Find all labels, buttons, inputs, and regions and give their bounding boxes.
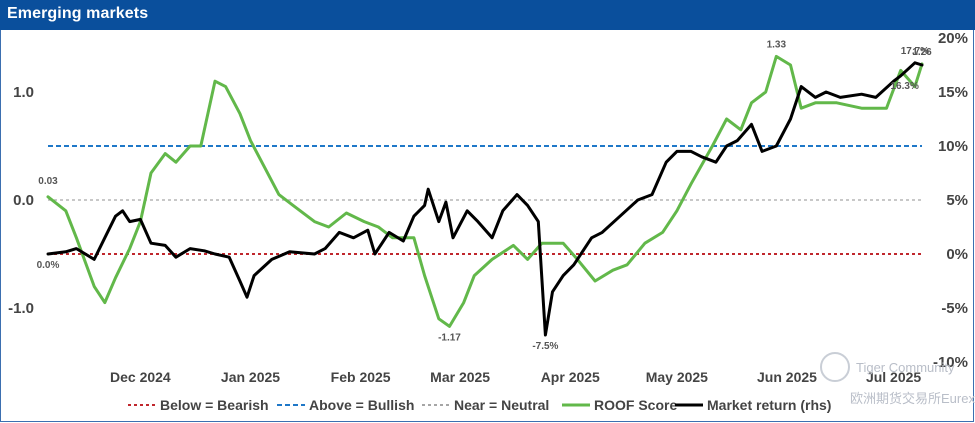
- legend-label: Below = Bearish: [160, 397, 269, 413]
- left-axis-tick-label: 0.0: [13, 192, 34, 209]
- data-label: 16.3%: [891, 81, 919, 92]
- legend-label: Market return (rhs): [707, 397, 831, 413]
- legend-label: Above = Bullish: [309, 397, 414, 413]
- chart-header: Emerging markets: [0, 0, 975, 30]
- right-axis-tick-label: -10%: [933, 354, 968, 371]
- watermark: Tiger Community 欧洲期货交易所Eurex: [820, 352, 975, 412]
- right-axis-tick-label: 10%: [938, 138, 968, 155]
- reference-lines: [48, 145, 922, 255]
- right-axis-tick-label: 0%: [946, 246, 968, 263]
- chart-legend: Below = Bearish Above = Bullish Near = Neu…: [128, 397, 831, 413]
- x-axis-tick-label: Jan 2025: [221, 369, 280, 385]
- data-label: 1.33: [767, 39, 787, 50]
- left-axis-tick-labels: 1.0 0.0 -1.0: [8, 84, 34, 317]
- data-label: 0.03: [38, 176, 58, 187]
- data-label: 0.0%: [37, 260, 60, 271]
- data-label: 1.26: [912, 47, 932, 58]
- watermark-line-1: Tiger Community: [856, 360, 955, 375]
- legend-label: ROOF Score: [594, 397, 677, 413]
- legend-label: Near = Neutral: [454, 397, 549, 413]
- x-axis-tick-label: Jul 2025: [866, 369, 921, 385]
- right-axis-tick-label: 20%: [938, 30, 968, 47]
- x-axis-tick-label: May 2025: [646, 369, 708, 385]
- series-line-roof-score: [46, 54, 924, 328]
- x-axis-tick-label: Feb 2025: [331, 369, 391, 385]
- data-label: 17.7%: [901, 46, 929, 57]
- chart-frame: [0, 30, 974, 422]
- right-axis-tick-label: -5%: [941, 300, 968, 317]
- x-axis-tick-label: Dec 2024: [110, 369, 171, 385]
- data-label: -1.17: [438, 332, 461, 343]
- series-lines: [46, 54, 924, 337]
- tiger-logo-icon: [820, 352, 850, 382]
- right-axis-tick-label: 5%: [946, 192, 968, 209]
- x-axis-tick-label: Mar 2025: [430, 369, 490, 385]
- watermark-line-2: 欧洲期货交易所Eurex: [850, 391, 975, 406]
- left-axis-tick-label: -1.0: [8, 300, 34, 317]
- x-axis-tick-label: Jun 2025: [757, 369, 817, 385]
- x-axis-tick-label: Apr 2025: [541, 369, 600, 385]
- data-label: -7.5%: [532, 341, 558, 352]
- x-axis-tick-labels: Dec 2024 Jan 2025 Feb 2025 Mar 2025 Apr 2025…: [110, 369, 921, 385]
- right-axis-tick-label: 15%: [938, 84, 968, 101]
- left-axis-tick-label: 1.0: [13, 84, 34, 101]
- chart-title: Emerging markets: [7, 5, 149, 22]
- right-axis-tick-labels: 20% 15% 10% 5% 0% -5% -10%: [933, 30, 968, 371]
- series-line-market-return: [46, 61, 924, 337]
